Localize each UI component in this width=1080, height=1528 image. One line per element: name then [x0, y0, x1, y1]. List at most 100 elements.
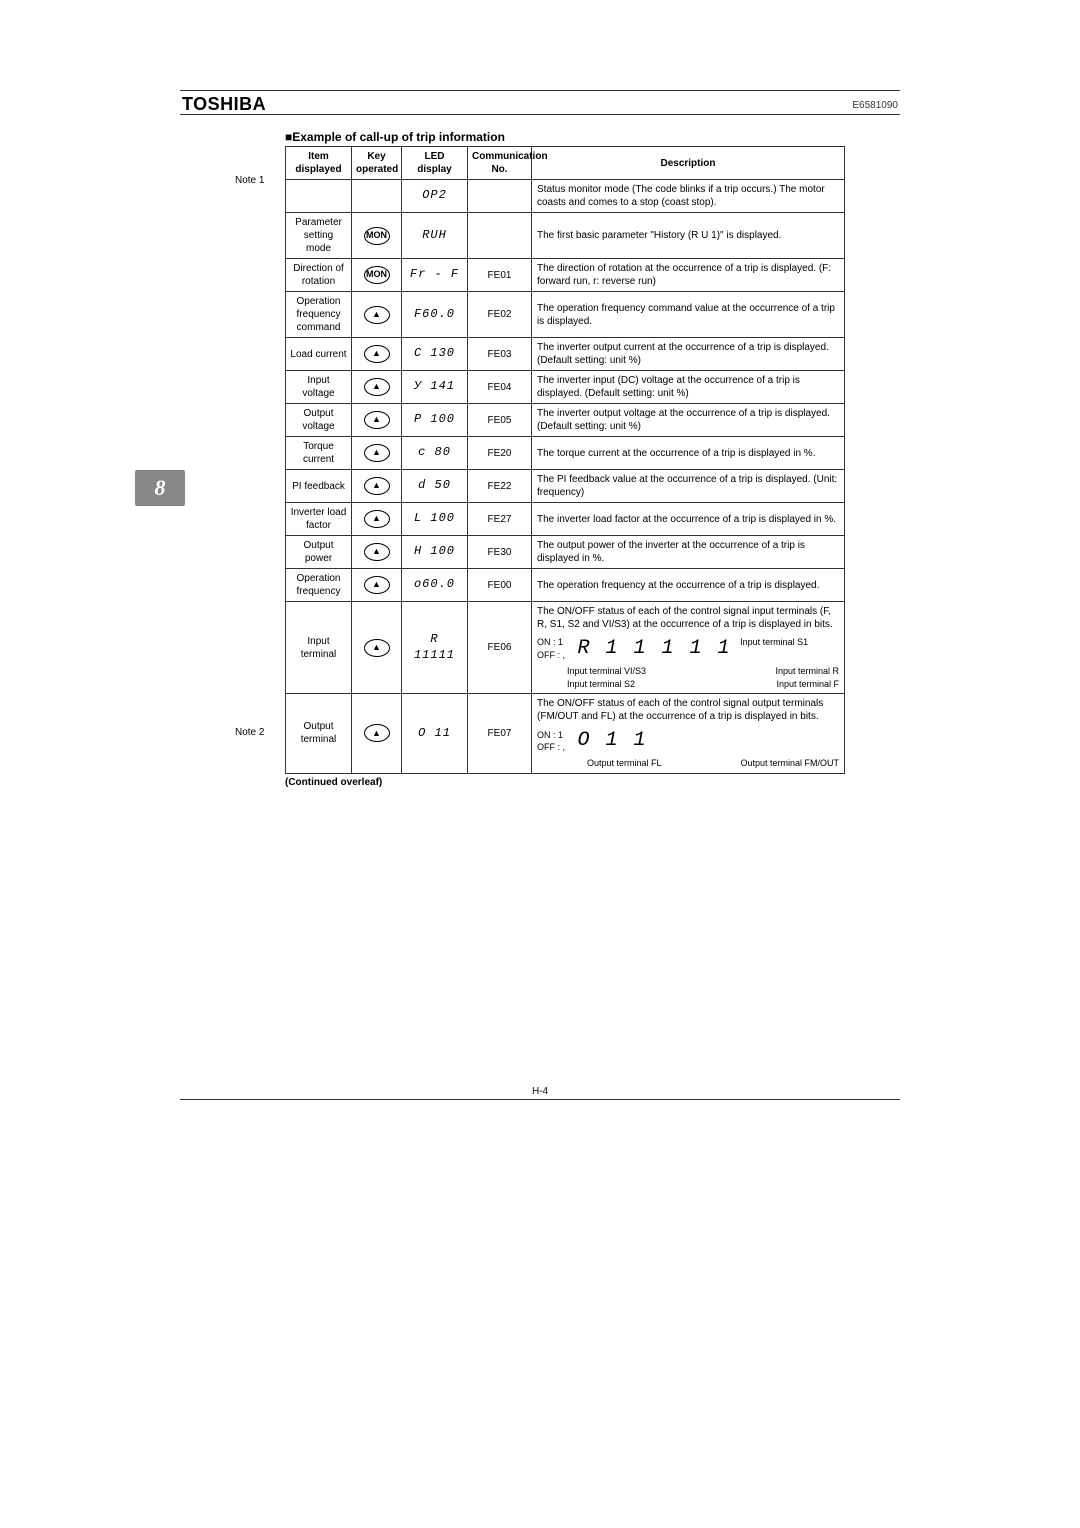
up-key-icon	[364, 444, 390, 462]
table-row-output-terminal: Output terminalО 11FE07 The ON/OFF statu…	[286, 694, 845, 774]
cell-desc: The torque current at the occurrence of …	[532, 437, 845, 470]
cell-comm: FE06	[468, 602, 532, 694]
table-row: OP2 Status monitor mode (The code blinks …	[286, 180, 845, 213]
table-row: Torque current с 80FE20The torque current…	[286, 437, 845, 470]
table-header-row: Item displayed Key operated LED display …	[286, 147, 845, 180]
cell-led: F60.0	[402, 292, 468, 338]
table-row: PI feedback d 50FE22The PI feedback value…	[286, 470, 845, 503]
table-row: Load currentC 130FE03The inverter output…	[286, 338, 845, 371]
th-desc: Description	[532, 147, 845, 180]
table-title: ■Example of call-up of trip information	[285, 130, 845, 144]
cell-comm	[468, 180, 532, 213]
cell-desc: The operation frequency command value at…	[532, 292, 845, 338]
cell-led: R 11111	[402, 602, 468, 694]
cell-comm: FE02	[468, 292, 532, 338]
cell-key	[352, 470, 402, 503]
cell-item: Load current	[286, 338, 352, 371]
cell-key: MON	[352, 259, 402, 292]
table-row: Parameter setting mode MON RUН The first ba…	[286, 213, 845, 259]
cell-key	[352, 437, 402, 470]
cell-led: Fr - F	[402, 259, 468, 292]
cell-led: L 100	[402, 503, 468, 536]
cell-led: d 50	[402, 470, 468, 503]
cell-desc: The PI feedback value at the occurrence …	[532, 470, 845, 503]
input-term-desc: The ON/OFF status of each of the control…	[537, 605, 839, 631]
continued-label: (Continued overleaf)	[285, 777, 382, 788]
up-key-icon	[364, 576, 390, 594]
cell-key	[352, 404, 402, 437]
mon-key-icon: MON	[364, 227, 390, 245]
brand-logo: TOSHIBA	[182, 94, 266, 115]
cell-desc: The direction of rotation at the occurre…	[532, 259, 845, 292]
cell-item: Inverter load factor	[286, 503, 352, 536]
cell-desc: The ON/OFF status of each of the control…	[532, 694, 845, 774]
header-rule	[180, 114, 900, 115]
cell-led: с 80	[402, 437, 468, 470]
cell-desc: Status monitor mode (The code blinks if …	[532, 180, 845, 213]
cell-key	[352, 536, 402, 569]
cell-key	[352, 292, 402, 338]
cell-comm: FE22	[468, 470, 532, 503]
cell-item: PI feedback	[286, 470, 352, 503]
cell-key	[352, 569, 402, 602]
cell-comm: FE30	[468, 536, 532, 569]
cell-led: У 141	[402, 371, 468, 404]
cell-comm: FE05	[468, 404, 532, 437]
up-key-icon	[364, 345, 390, 363]
table-row: Direction of rotationMONFr - FFE01The di…	[286, 259, 845, 292]
table-row: Output powerН 100FE30The output power of…	[286, 536, 845, 569]
cell-key: MON	[352, 213, 402, 259]
cell-comm	[468, 213, 532, 259]
cell-desc: The inverter output voltage at the occur…	[532, 404, 845, 437]
table-row: Output voltageP 100FE05The inverter outp…	[286, 404, 845, 437]
cell-key	[352, 503, 402, 536]
th-led: LED display	[402, 147, 468, 180]
cell-desc: The inverter load factor at the occurren…	[532, 503, 845, 536]
cell-comm: FE20	[468, 437, 532, 470]
table-row: Operation frequencyо60.0FE00The operatio…	[286, 569, 845, 602]
th-item: Item displayed	[286, 147, 352, 180]
cell-desc: The operation frequency at the occurrenc…	[532, 569, 845, 602]
th-key: Key operated	[352, 147, 402, 180]
cell-key	[352, 371, 402, 404]
doc-code: E6581090	[852, 100, 898, 111]
cell-key	[352, 694, 402, 774]
table-row: Inverter load factor L 100FE27The inverte…	[286, 503, 845, 536]
cell-key	[352, 338, 402, 371]
table-row: Input voltageУ 141FE04The inverter input…	[286, 371, 845, 404]
cell-led: Н 100	[402, 536, 468, 569]
trip-info-table: Item displayed Key operated LED display …	[285, 146, 845, 774]
up-key-icon	[364, 639, 390, 657]
table-row: Operation frequency command F60.0FE02The …	[286, 292, 845, 338]
up-key-icon	[364, 378, 390, 396]
up-key-icon	[364, 510, 390, 528]
chapter-tab: 8	[135, 470, 185, 506]
cell-led: OP2	[402, 180, 468, 213]
output-term-diagram: ON : 1OFF : , О 1 1 Output terminal FL O…	[537, 727, 839, 770]
note-2-label: Note 2	[235, 727, 264, 738]
cell-item: Operation frequency	[286, 569, 352, 602]
up-key-icon	[364, 411, 390, 429]
cell-comm: FE03	[468, 338, 532, 371]
cell-comm: FE01	[468, 259, 532, 292]
cell-desc: The inverter output current at the occur…	[532, 338, 845, 371]
cell-item: Input terminal	[286, 602, 352, 694]
input-term-diagram: ON : 1OFF : , R 1 1 1 1 1 Input terminal…	[537, 635, 839, 690]
cell-comm: FE27	[468, 503, 532, 536]
up-key-icon	[364, 306, 390, 324]
cell-led: RUН	[402, 213, 468, 259]
table-row-input-terminal: Input terminal R 11111FE06 The ON/OFF sta…	[286, 602, 845, 694]
cell-item: Output terminal	[286, 694, 352, 774]
cell-item: Parameter setting mode	[286, 213, 352, 259]
cell-key	[352, 602, 402, 694]
cell-item: Torque current	[286, 437, 352, 470]
cell-item: Input voltage	[286, 371, 352, 404]
cell-item: Output power	[286, 536, 352, 569]
cell-comm: FE04	[468, 371, 532, 404]
up-key-icon	[364, 543, 390, 561]
cell-item: Direction of rotation	[286, 259, 352, 292]
content-area: ■Example of call-up of trip information …	[285, 130, 845, 774]
cell-item: Output voltage	[286, 404, 352, 437]
cell-desc: The first basic parameter "History (R U …	[532, 213, 845, 259]
cell-item: Operation frequency command	[286, 292, 352, 338]
